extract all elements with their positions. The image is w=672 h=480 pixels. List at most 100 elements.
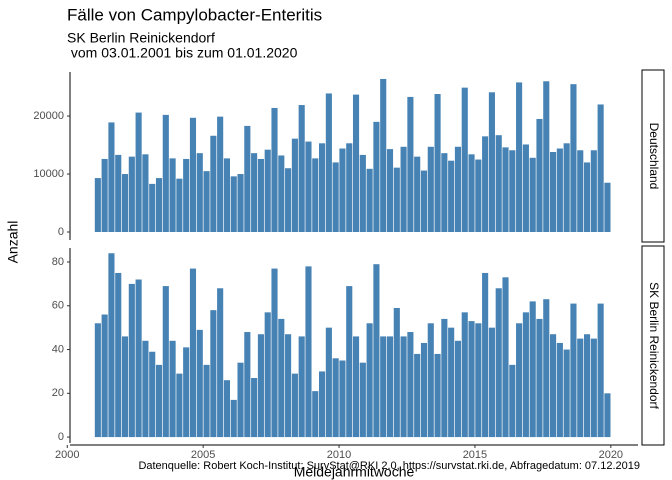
bar [264,312,271,438]
bar [543,299,550,438]
bar [162,286,169,438]
bar [366,168,373,232]
bar [604,393,611,438]
bar [352,336,360,438]
bar [142,340,149,438]
bar [597,303,604,438]
bar [414,353,421,438]
bar [366,323,373,438]
bar [373,264,380,438]
bar [155,364,163,438]
bar [380,336,387,438]
bar [502,277,509,438]
bar [230,176,237,232]
bar [550,152,557,232]
bar [461,312,468,438]
bar [244,332,251,438]
x-axis-label: Meldejahrmitwoche [294,464,415,480]
bar [400,146,407,232]
bar [373,121,380,232]
bar [305,266,312,438]
bar [536,118,543,232]
bar [386,149,394,232]
bar [583,334,591,438]
bar [488,327,495,438]
bar [454,340,462,438]
bar [128,156,135,232]
y-tick-label: 20 [52,387,64,399]
bar [298,336,305,438]
bar [257,334,264,438]
bar [121,336,129,438]
bar [502,147,509,232]
bar [149,351,156,438]
bar [332,358,339,438]
bar [94,323,101,438]
x-tick-label: 2005 [191,449,215,461]
bar [441,153,448,232]
subtitle: SK Berlin Reinickendorf [67,30,215,46]
bar [597,104,604,232]
bar [420,170,428,232]
bar [115,154,122,232]
bar [203,171,210,232]
bar [319,143,326,232]
bar [149,183,156,232]
bar [482,136,489,232]
facet-strip [641,245,665,446]
bar [543,81,550,232]
bar [251,153,258,232]
bar [203,364,210,438]
bar [522,144,529,232]
bar [278,155,285,232]
x-tick-label: 2015 [463,449,487,461]
bar [101,158,108,232]
bar [196,153,203,232]
bar [407,332,414,438]
bar [176,178,183,232]
bar [475,159,482,232]
y-tick-label: 0 [58,431,64,443]
bar [488,92,495,232]
bar [509,364,516,438]
bar [359,362,366,438]
chart-title: Fälle von Campylobacter-Enteritis [67,5,322,24]
bar [346,143,353,232]
bar [291,373,298,438]
y-tick-label: 40 [52,343,64,355]
bar [162,114,169,232]
bar [244,125,251,232]
bar [448,327,455,438]
y-tick-label: 0 [58,226,64,238]
bar [108,253,115,438]
bar [285,168,292,232]
bar [407,96,414,232]
bar [169,158,176,232]
bar [386,336,394,438]
bar [536,318,543,438]
y-axis-label: Anzahl [5,221,21,264]
bar [237,174,244,232]
bar [176,373,183,438]
bar [210,310,217,438]
bar [420,342,428,438]
bar [590,338,597,438]
bar [346,286,353,438]
bar [217,116,224,232]
bar [121,174,129,232]
bar [495,135,502,232]
y-tick-label: 60 [52,300,64,312]
bar [393,307,400,438]
bar [217,288,224,438]
bar [135,112,142,232]
bar [352,94,360,232]
bar [196,329,203,438]
bar [285,334,292,438]
bar [529,301,536,438]
bar [183,158,190,232]
bar [556,148,563,232]
bar [604,182,611,232]
bar [94,178,101,232]
facet-strip [641,69,665,243]
